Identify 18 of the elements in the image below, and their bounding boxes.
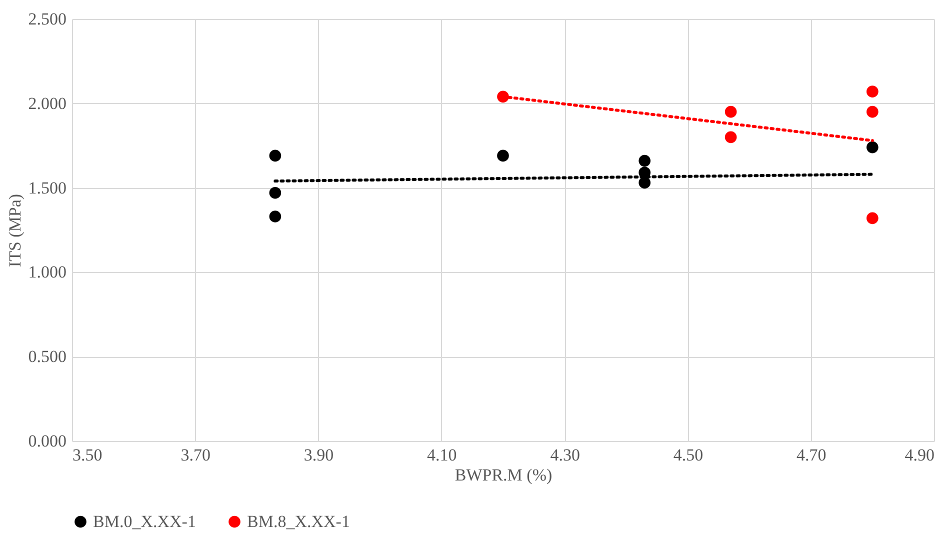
legend-label: BM.8_X.XX-1 [247, 512, 350, 531]
x-tick-label: 3.90 [304, 446, 334, 464]
x-axis-title: BWPR.M (%) [454, 466, 552, 484]
x-tick-label: 4.30 [550, 446, 580, 464]
y-axis-title: ITS (MPa) [5, 194, 24, 268]
x-tick-label: 4.90 [904, 446, 934, 464]
x-tick-label: 3.50 [72, 446, 102, 464]
y-tick-label: 1.000 [28, 262, 66, 282]
x-tick-label: 4.70 [796, 446, 826, 464]
y-tick-label: 2.500 [28, 10, 66, 28]
x-tick-label: 3.70 [180, 446, 211, 464]
y-tick-label: 0.500 [28, 347, 66, 366]
y-tick-label: 2.000 [28, 94, 66, 113]
y-tick-label: 1.500 [28, 178, 66, 198]
x-tick-label: 4.10 [427, 446, 457, 464]
legend-label: BM.0_X.XX-1 [93, 512, 196, 531]
y-tick-label: 0.000 [28, 432, 66, 450]
x-tick-label: 4.50 [673, 446, 704, 464]
